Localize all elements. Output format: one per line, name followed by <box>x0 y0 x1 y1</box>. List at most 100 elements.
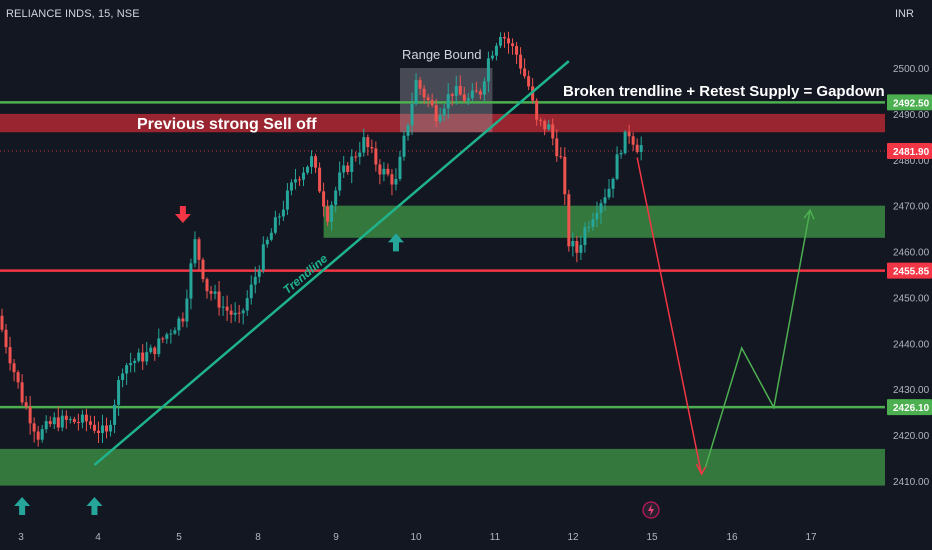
candle-body <box>48 421 52 425</box>
candle-body <box>579 244 583 253</box>
gapdown-label: Broken trendline + Retest Supply = Gapdo… <box>563 83 885 100</box>
price-tag-label: 2481.90 <box>893 147 930 158</box>
candle-body <box>442 108 446 116</box>
candle-body <box>20 382 24 403</box>
candle-body <box>350 156 354 172</box>
candle-body <box>430 100 434 106</box>
y-tick-label: 2430.00 <box>893 385 930 396</box>
candle-body <box>571 241 575 247</box>
candle-body <box>229 310 233 315</box>
candle-body <box>639 145 643 152</box>
candle-body <box>125 365 129 374</box>
currency-label: INR <box>895 8 914 20</box>
candle-body <box>454 85 458 96</box>
candle-body <box>627 131 631 137</box>
candle-body <box>189 263 193 299</box>
x-tick-label: 15 <box>646 532 658 543</box>
candle-body <box>233 312 237 315</box>
arrow-up-icon <box>14 497 31 515</box>
trendline-label: Trendline <box>280 251 330 297</box>
candle-body <box>253 276 257 285</box>
candle-body <box>539 119 543 121</box>
arrow-down-icon <box>174 206 191 224</box>
candle-body <box>615 154 619 179</box>
candle-body <box>623 131 627 154</box>
candle-body <box>595 212 599 220</box>
candle-body <box>273 217 277 233</box>
candle-body <box>209 291 213 294</box>
price-tag-label: 2455.85 <box>893 267 930 278</box>
candle-body <box>281 209 285 217</box>
candle-body <box>68 419 72 421</box>
candle-body <box>314 156 318 168</box>
candle-body <box>426 97 430 101</box>
range-bound-label: Range Bound <box>402 47 482 62</box>
candle-body <box>358 152 362 157</box>
x-tick-label: 12 <box>567 532 579 543</box>
candle-body <box>507 38 511 44</box>
candle-body <box>277 216 281 218</box>
y-tick-label: 2420.00 <box>893 431 930 442</box>
candle-body <box>32 423 36 432</box>
candle-body <box>386 168 390 175</box>
candle-body <box>249 284 253 299</box>
projection-up-arrowhead <box>803 208 815 220</box>
candle-body <box>28 406 32 424</box>
projection-up-line <box>704 210 811 468</box>
candle-body <box>390 174 394 185</box>
zone-green-1 <box>323 205 886 238</box>
candle-body <box>366 137 370 148</box>
candle-body <box>434 105 438 122</box>
candle-body <box>410 103 414 126</box>
candle-body <box>117 380 121 405</box>
price-tag-green <box>887 94 932 111</box>
candle-body <box>137 352 141 361</box>
candle-body <box>44 421 48 430</box>
candle-body <box>302 172 305 180</box>
time-axis[interactable] <box>0 520 885 550</box>
candle-body <box>470 90 474 99</box>
candle-body <box>201 259 205 280</box>
candle-body <box>414 80 418 104</box>
candle-body <box>181 318 185 322</box>
candle-body <box>16 372 20 383</box>
candle-body <box>446 94 450 109</box>
candle-body <box>466 98 470 101</box>
x-tick-label: 16 <box>726 532 738 543</box>
candle-body <box>36 431 40 440</box>
candle-body <box>8 347 12 364</box>
candle-body <box>285 190 289 210</box>
symbol-title[interactable]: RELIANCE INDS, 15, NSE <box>6 8 140 20</box>
candle-body <box>486 58 490 82</box>
y-tick-label: 2470.00 <box>893 202 930 213</box>
candle-body <box>310 156 314 167</box>
y-tick-label: 2480.00 <box>893 156 930 167</box>
candle-body <box>398 156 402 179</box>
sell-off-label: Previous strong Sell off <box>137 116 317 133</box>
candle-body <box>583 227 587 245</box>
candle-body <box>129 362 133 366</box>
candle-body <box>149 347 153 353</box>
x-tick-label: 10 <box>410 532 422 543</box>
candle-body <box>619 153 623 155</box>
candle-body <box>237 312 241 314</box>
trendline[interactable] <box>93 60 570 466</box>
candle-body <box>326 206 330 222</box>
candle-body <box>587 226 591 228</box>
candle-body <box>370 147 374 149</box>
candle-body <box>289 182 293 191</box>
candle-body <box>378 164 382 175</box>
candle-body <box>527 76 531 87</box>
candle-body <box>52 417 56 425</box>
candle-body <box>603 197 607 204</box>
candle-body <box>591 219 595 227</box>
candle-body <box>96 430 100 433</box>
candle-body <box>105 425 109 432</box>
candle-body <box>462 94 466 101</box>
candle-body <box>535 100 539 120</box>
candle-body <box>607 188 611 198</box>
candle-body <box>551 124 555 139</box>
candle-body <box>40 429 44 440</box>
zone-green-2 <box>0 448 885 486</box>
